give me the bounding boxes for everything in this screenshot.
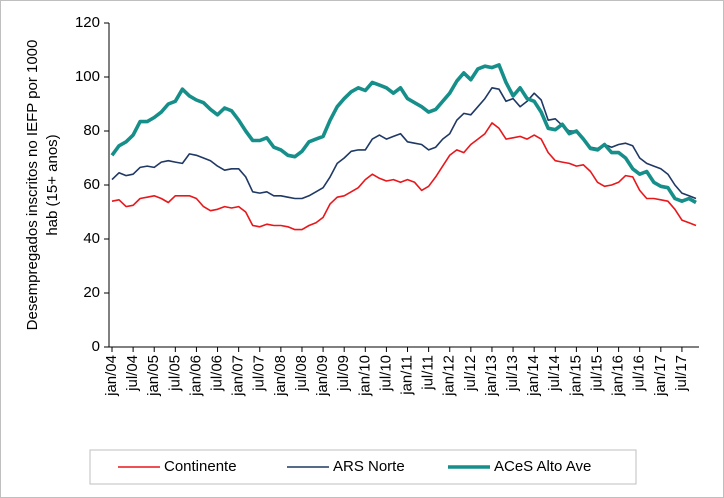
x-tick-label: jul/11 bbox=[420, 355, 437, 391]
x-tick-label: jan/15 bbox=[567, 355, 584, 397]
x-tick-label: jul/07 bbox=[251, 355, 268, 392]
x-tick-label: jul/06 bbox=[209, 355, 226, 392]
x-tick-label: jan/09 bbox=[314, 355, 331, 397]
x-tick-label: jul/12 bbox=[462, 355, 479, 392]
y-tick-label: 0 bbox=[92, 338, 100, 355]
y-axis-label: Desempregados inscritos no IEFP por 1000… bbox=[24, 40, 61, 331]
x-tick-label: jul/05 bbox=[166, 355, 183, 392]
y-tick-label: 40 bbox=[83, 230, 100, 247]
x-tick-label: jan/13 bbox=[483, 355, 500, 397]
x-tick-label: jan/04 bbox=[103, 355, 120, 397]
y-tick-label: 120 bbox=[75, 14, 100, 31]
series-line bbox=[110, 63, 697, 205]
legend-box bbox=[89, 449, 637, 485]
x-tick-label: jul/16 bbox=[631, 355, 648, 392]
x-tick-label: jan/17 bbox=[652, 355, 669, 397]
x-tick-label: jul/13 bbox=[504, 355, 521, 392]
y-axis-label-line: Desempregados inscritos no IEFP por 1000 bbox=[24, 40, 41, 331]
x-tick-label: jan/06 bbox=[187, 355, 204, 397]
legend-label: Continente bbox=[164, 458, 237, 475]
x-tick-label: jul/10 bbox=[377, 355, 394, 392]
y-tick-label: 20 bbox=[83, 284, 100, 301]
y-tick-label: 60 bbox=[83, 176, 100, 193]
x-tick-label: jan/14 bbox=[525, 355, 542, 397]
x-tick-label: jul/14 bbox=[546, 355, 563, 392]
x-tick-label: jan/08 bbox=[272, 355, 289, 397]
x-tick-label: jul/04 bbox=[124, 355, 141, 392]
x-tick-label: jul/09 bbox=[335, 355, 352, 392]
x-tick-label: jul/15 bbox=[588, 355, 605, 392]
x-tick-label: jan/16 bbox=[610, 355, 627, 397]
legend-label: ARS Norte bbox=[333, 458, 405, 475]
x-tick-label: jul/08 bbox=[293, 355, 310, 392]
x-tick-label: jan/12 bbox=[441, 355, 458, 397]
x-tick-label: jan/10 bbox=[356, 355, 373, 397]
x-tick-label: jul/17 bbox=[673, 355, 690, 392]
x-tick-label: jan/11 bbox=[398, 355, 415, 396]
x-tick-label: jan/05 bbox=[145, 355, 162, 397]
x-tick-label: jan/07 bbox=[230, 355, 247, 397]
series-line bbox=[111, 122, 697, 231]
y-tick-label: 100 bbox=[75, 68, 100, 85]
y-axis-label-line: hab (15+ anos) bbox=[44, 134, 61, 235]
legend-label: ACeS Alto Ave bbox=[494, 458, 591, 475]
y-tick-label: 80 bbox=[83, 122, 100, 139]
